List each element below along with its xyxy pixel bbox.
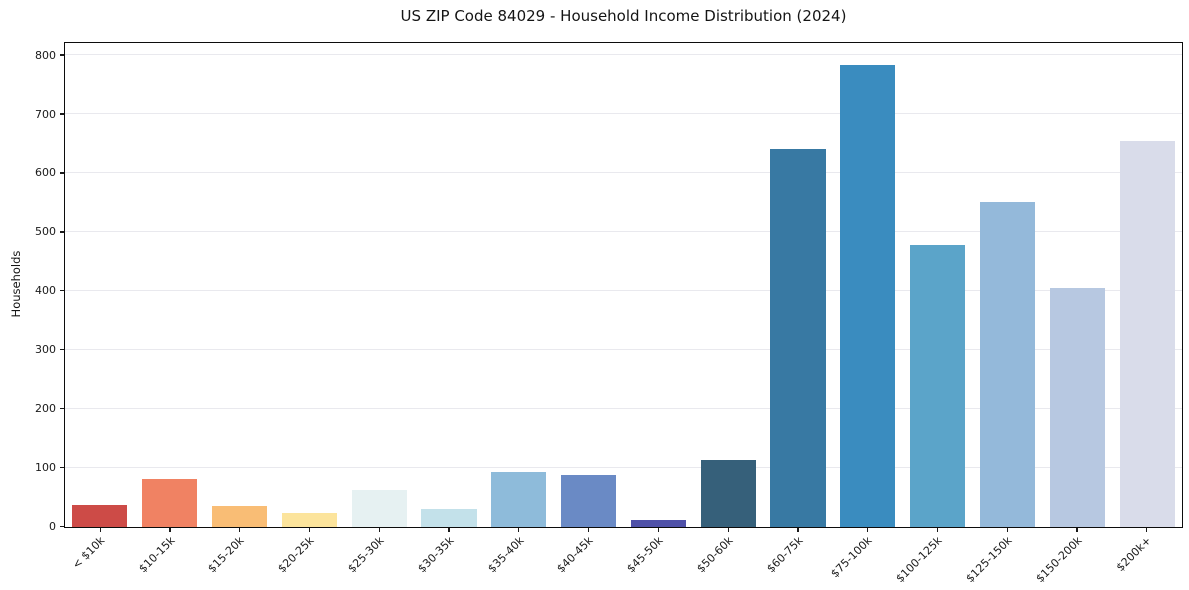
bar	[979, 201, 1036, 527]
bar	[351, 490, 407, 527]
gridline	[65, 408, 1182, 410]
x-tick-mark	[657, 528, 659, 532]
chart-title: US ZIP Code 84029 - Household Income Dis…	[400, 7, 847, 25]
bar	[142, 479, 198, 527]
bar-slot	[344, 43, 414, 527]
bar	[421, 509, 477, 527]
x-tick-mark	[797, 528, 799, 532]
y-tick-mark	[60, 467, 64, 469]
bar-slot	[135, 43, 205, 527]
bar-slot	[1112, 43, 1182, 527]
y-tick-label: 100	[35, 461, 56, 475]
bar	[630, 519, 686, 527]
bar	[1119, 140, 1175, 527]
x-tick-mark	[936, 528, 939, 532]
bar-slot	[1042, 43, 1112, 527]
x-tick-mark	[518, 528, 520, 532]
x-tick-mark	[239, 528, 241, 532]
x-tick-mark	[727, 528, 729, 532]
y-tick-mark	[60, 290, 64, 292]
gridline	[65, 231, 1182, 233]
bar	[281, 513, 337, 527]
y-tick-mark	[60, 231, 64, 233]
bar	[72, 504, 128, 527]
x-tick-label: $50-60k	[694, 534, 736, 576]
bar	[561, 475, 617, 527]
y-tick-mark	[60, 54, 64, 56]
bars-container	[65, 43, 1182, 527]
gridline	[65, 54, 1182, 56]
bar	[1049, 288, 1105, 527]
bar-slot	[973, 43, 1043, 527]
gridline	[65, 172, 1182, 174]
bar	[840, 65, 896, 527]
bar-slot	[205, 43, 275, 527]
x-tick-label: $125-150k	[963, 534, 1015, 586]
bar	[211, 505, 268, 527]
x-tick-mark	[378, 528, 380, 532]
y-tick-label: 400	[35, 284, 56, 298]
x-tick-label: $20-25k	[275, 534, 317, 576]
y-tick-label: 800	[35, 48, 56, 62]
x-tick-mark	[1006, 528, 1008, 532]
x-tick-label: $25-30k	[345, 534, 387, 576]
bar-slot	[693, 43, 763, 527]
x-tick-mark	[99, 528, 101, 532]
bar-slot	[624, 43, 694, 527]
y-tick-label: 700	[35, 107, 56, 121]
x-tick-mark	[1146, 528, 1148, 532]
x-tick-label: $15-20k	[205, 534, 247, 576]
x-tick-label: $45-50k	[624, 534, 666, 576]
gridline	[65, 113, 1182, 115]
x-tick-label: $150-200k	[1033, 534, 1085, 586]
y-tick-mark	[60, 349, 64, 351]
x-tick-label: $10-15k	[135, 534, 178, 576]
bar-slot	[65, 43, 135, 527]
bar-slot	[484, 43, 554, 527]
x-tick-mark	[448, 528, 450, 532]
x-tick-mark	[588, 528, 590, 532]
bar-slot	[903, 43, 973, 527]
bar-slot	[274, 43, 344, 527]
y-tick-label: 600	[35, 166, 56, 180]
bar	[770, 149, 826, 527]
y-tick-label: 500	[35, 225, 56, 239]
y-tick-label: 0	[49, 520, 56, 534]
bar-slot	[833, 43, 903, 527]
x-tick-label: $40-45k	[554, 534, 596, 576]
x-tick-mark	[867, 528, 869, 532]
bar	[700, 460, 756, 527]
x-tick-label: $75-100k	[828, 534, 875, 581]
x-tick-label: $100-125k	[893, 534, 945, 586]
x-tick-label: $35-40k	[484, 534, 527, 576]
gridline	[65, 467, 1182, 469]
y-tick-mark	[60, 172, 64, 174]
plot-area	[64, 42, 1183, 528]
x-tick-label: < $10k	[69, 534, 108, 572]
y-tick-mark	[60, 526, 64, 528]
bar-slot	[414, 43, 484, 527]
x-tick-mark	[308, 528, 311, 532]
bar-slot	[554, 43, 624, 527]
x-tick-label: $60-75k	[763, 534, 806, 576]
y-tick-mark	[60, 408, 64, 410]
gridline	[65, 349, 1182, 351]
y-tick-label: 200	[35, 402, 56, 416]
x-tick-label: $30-35k	[414, 534, 457, 576]
x-tick-label: $200k+	[1113, 534, 1155, 575]
y-tick-label: 300	[35, 343, 56, 357]
x-tick-mark	[169, 528, 171, 532]
bar	[910, 245, 966, 527]
bar-slot	[763, 43, 833, 527]
bar	[491, 472, 547, 527]
x-tick-mark	[1076, 528, 1078, 532]
y-tick-mark	[60, 113, 64, 115]
gridline	[65, 290, 1182, 292]
